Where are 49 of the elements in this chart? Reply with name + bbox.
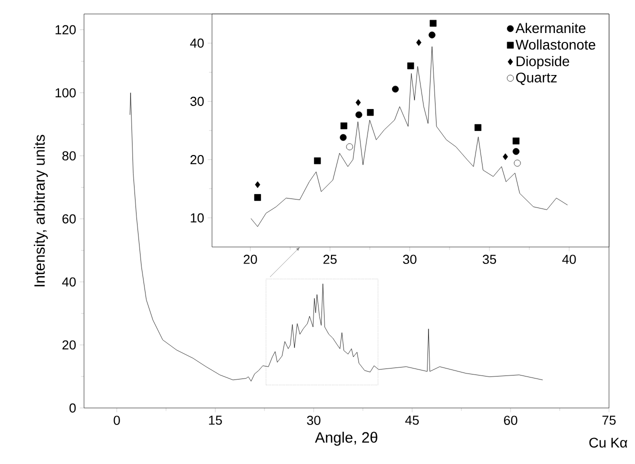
x-axis-title: Angle, 2θ <box>314 432 378 446</box>
x-tick-label: 75 <box>602 416 616 425</box>
point <box>355 111 362 118</box>
point <box>474 124 482 131</box>
x-tick-label: 60 <box>504 416 518 425</box>
point <box>428 32 436 38</box>
legend-label: Quartz <box>516 72 557 85</box>
point <box>356 99 361 106</box>
point <box>407 62 414 70</box>
legend-label: Diopside <box>516 56 570 69</box>
point <box>255 181 260 188</box>
y-tick-label: 0 <box>70 403 76 413</box>
text: Cu Kα <box>589 438 628 448</box>
point <box>430 20 437 27</box>
point <box>254 194 261 201</box>
y-tick-label: 20 <box>190 155 204 164</box>
point <box>392 86 399 93</box>
point <box>346 143 353 150</box>
x-tick-label: 45 <box>405 416 419 425</box>
x-tick-label: 15 <box>209 416 222 425</box>
legend-label: Wollastonote <box>516 39 596 50</box>
x-tick-label: 20 <box>244 254 257 264</box>
y-tick-label: 40 <box>62 277 76 286</box>
point <box>502 153 508 160</box>
y-tick-label: 10 <box>190 213 204 222</box>
x-tick-label: 0 <box>114 416 120 425</box>
y-tick-label: 40 <box>190 38 204 48</box>
y-tick-label: 120 <box>56 25 76 34</box>
x-tick-label: 25 <box>323 254 337 264</box>
x-tick-label: 30 <box>403 254 416 264</box>
x-tick-label: 30 <box>306 416 320 425</box>
point <box>314 157 321 164</box>
y-tick-label: 30 <box>190 96 204 106</box>
point <box>512 138 520 144</box>
point <box>416 39 422 46</box>
legend-label: Akermanite <box>516 22 586 34</box>
point <box>512 148 520 155</box>
y-tick-label: 60 <box>62 214 76 224</box>
y-tick-label: 20 <box>62 340 76 350</box>
x-tick-label: 35 <box>482 254 496 264</box>
y-tick-label: 80 <box>62 151 76 160</box>
y-tick-label: 100 <box>56 88 76 98</box>
point <box>514 160 521 166</box>
line-series <box>130 92 543 382</box>
point <box>340 134 347 141</box>
point <box>366 109 374 116</box>
x-tick-label: 40 <box>562 254 576 264</box>
y-axis-title: Intensity, arbitrary units <box>34 134 48 286</box>
point <box>340 122 348 130</box>
